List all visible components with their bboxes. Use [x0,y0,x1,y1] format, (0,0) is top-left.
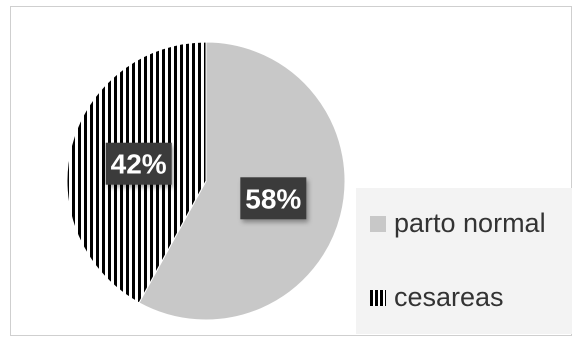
legend-label: cesareas [394,282,504,312]
data-label: 42% [105,142,172,185]
legend-item-parto-normal: parto normal [370,208,546,239]
data-label-box [240,177,307,220]
legend-swatch-gray [370,215,386,232]
data-label-text: 58% [245,183,301,214]
data-label-box [105,142,172,185]
legend [356,188,572,334]
legend-item-cesareas: cesareas [370,282,504,313]
data-label: 58% [240,177,307,220]
legend-swatch-striped [370,289,386,306]
legend-label: parto normal [394,208,546,238]
data-label-text: 42% [111,149,167,180]
